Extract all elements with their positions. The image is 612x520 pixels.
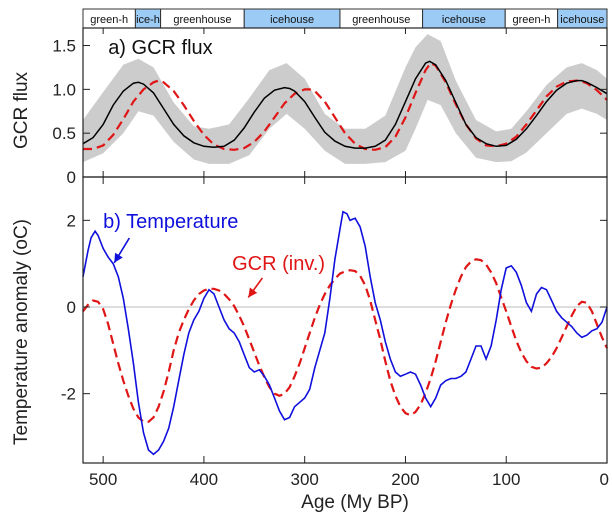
x-tick-label-4: 100 [492, 470, 520, 489]
panel-a-title: a) GCR flux [108, 37, 212, 59]
gcr-flux-dashed-line [83, 61, 608, 151]
panel-b-axis-layer: -2 0 2 500 400 300 200 100 0 [61, 177, 609, 489]
panel-a-ytick-label-3: 1.5 [52, 37, 76, 56]
temperature-lines-layer [82, 210, 608, 456]
climate-band-label-1: ice-h [136, 14, 160, 26]
panel-a-ytick-label-1: 0.5 [52, 124, 76, 143]
panel-b-temperature: -2 0 2 500 400 300 200 100 0 b) Temperature GCR … [61, 177, 609, 489]
climate-band-label-3: icehouse [270, 14, 314, 26]
panel-a-gcr-flux: 0 0.5 1.0 1.5 a) GCR flux [52, 28, 608, 187]
climate-band-bar: green-h ice-h greenhouse icehouse greenhouse… [82, 8, 608, 29]
gcr-flux-envelope-layer [83, 34, 607, 164]
temperature-solid-line [82, 210, 608, 456]
panel-b-ytick-label-1: 0 [67, 298, 76, 317]
x-tick-label-3: 200 [391, 470, 419, 489]
panel-b-title: b) Temperature [103, 211, 238, 233]
gcr-inverted-annotation: GCR (inv.) [232, 253, 325, 275]
climate-band-label-0: green-h [90, 14, 128, 26]
annotation-arrows [113, 237, 264, 298]
panel-b-frame [82, 176, 608, 464]
panel-a-y-axis-title: GCR flux [11, 71, 32, 149]
panel-a-axis-layer: 0 0.5 1.0 1.5 [52, 28, 608, 187]
x-tick-label-1: 400 [190, 470, 218, 489]
gcr-inverted-arrow-head [248, 287, 258, 298]
gcr-flux-lines-layer [82, 60, 608, 151]
plot-frame [82, 27, 608, 464]
panel-b-y-axis-title: Temperature anomaly (oC) [11, 219, 32, 445]
x-axis-title: Age (My BP) [301, 492, 409, 513]
climate-band-label-7: icehouse [560, 14, 604, 26]
x-tick-label-2: 300 [291, 470, 319, 489]
panel-b-ytick-label-0: -2 [61, 385, 76, 404]
climate-band-label-6: green-h [512, 14, 550, 26]
gcr-inverted-dashed-line [82, 258, 608, 423]
x-tick-label-5: 0 [600, 470, 609, 489]
panel-a-ytick-label-2: 1.0 [52, 80, 76, 99]
x-tick-label-0: 500 [89, 470, 117, 489]
gcr-flux-solid-line [82, 60, 608, 149]
climate-band-label-2: greenhouse [173, 14, 231, 26]
panel-b-ytick-label-2: 2 [67, 211, 76, 230]
gcr-flux-uncertainty-band [83, 34, 607, 164]
climate-band-label-4: greenhouse [352, 14, 410, 26]
temperature-arrow-head [114, 252, 123, 263]
climate-band-label-5: icehouse [442, 14, 486, 26]
panel-a-ytick-label-0: 0 [67, 168, 76, 187]
